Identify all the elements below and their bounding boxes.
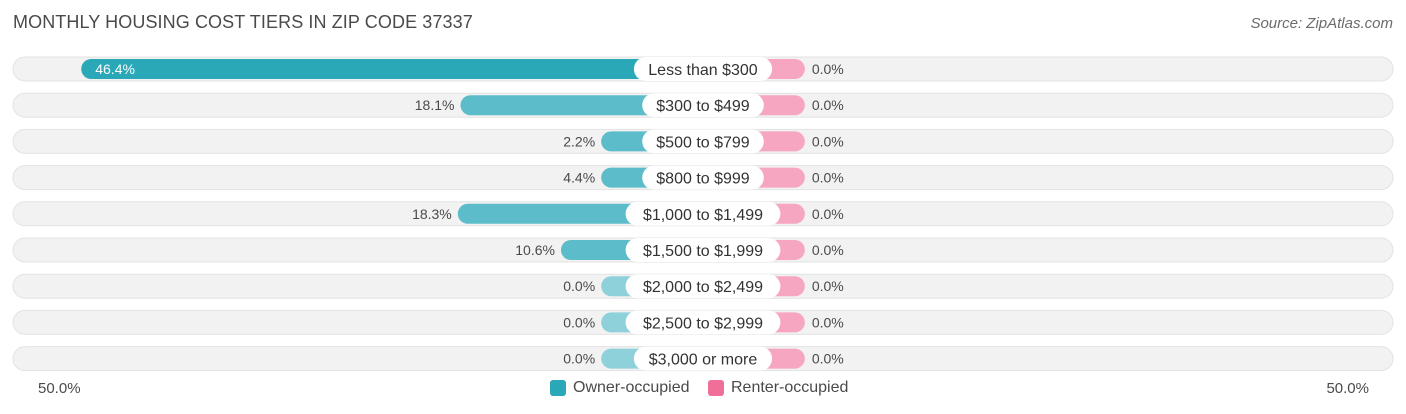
- owner-value-label: 10.6%: [515, 242, 555, 258]
- category-label: $300 to $499: [656, 98, 750, 115]
- legend-owner[interactable]: Owner-occupied: [550, 379, 690, 397]
- legend-owner-label: Owner-occupied: [573, 379, 690, 396]
- renter-value-label: 0.0%: [812, 170, 844, 186]
- axis-left-label: 50.0%: [38, 380, 81, 397]
- owner-value-label: 18.1%: [415, 97, 455, 113]
- owner-value-label: 0.0%: [563, 351, 595, 367]
- owner-value-label: 2.2%: [563, 133, 595, 149]
- category-label: $1,500 to $1,999: [643, 243, 763, 260]
- owner-value-label: 18.3%: [412, 206, 452, 222]
- legend-renter-label: Renter-occupied: [731, 379, 849, 396]
- legend-renter[interactable]: Renter-occupied: [708, 379, 848, 397]
- category-pill: [625, 274, 781, 299]
- owner-bar: [81, 59, 704, 79]
- category-pill: [625, 201, 781, 226]
- axis-right-label: 50.0%: [1326, 380, 1369, 397]
- owner-value-label: 4.4%: [563, 170, 595, 186]
- renter-value-label: 0.0%: [812, 206, 844, 222]
- category-label: $2,000 to $2,499: [643, 279, 763, 296]
- renter-value-label: 0.0%: [812, 314, 844, 330]
- renter-value-label: 0.0%: [812, 351, 844, 367]
- legend-owner-swatch: [550, 380, 566, 396]
- renter-value-label: 0.0%: [812, 278, 844, 294]
- owner-value-label: 0.0%: [563, 314, 595, 330]
- category-pill: [642, 93, 764, 118]
- owner-value-label: 0.0%: [563, 278, 595, 294]
- category-pill: [625, 238, 781, 262]
- category-label: $800 to $999: [656, 171, 750, 188]
- renter-value-label: 0.0%: [812, 133, 844, 149]
- legend: Owner-occupied Renter-occupied: [0, 379, 1406, 401]
- renter-value-label: 0.0%: [812, 97, 844, 113]
- category-pill: [625, 310, 781, 335]
- chart-title: MONTHLY HOUSING COST TIERS IN ZIP CODE 3…: [13, 12, 473, 32]
- category-label: Less than $300: [648, 62, 758, 79]
- category-pill: [633, 346, 773, 371]
- renter-value-label: 0.0%: [812, 242, 844, 258]
- category-label: $2,500 to $2,999: [643, 315, 763, 332]
- category-label: $3,000 or more: [649, 352, 758, 369]
- category-pill: [633, 57, 773, 81]
- source-note: Source: ZipAtlas.com: [1250, 15, 1393, 32]
- category-label: $1,000 to $1,499: [643, 207, 763, 224]
- owner-bar: [460, 95, 703, 116]
- category-pill: [642, 165, 764, 190]
- owner-value-label: 46.4%: [95, 61, 135, 77]
- legend-renter-swatch: [708, 380, 724, 396]
- renter-value-label: 0.0%: [812, 61, 844, 77]
- category-label: $500 to $799: [656, 134, 750, 151]
- category-pill: [642, 129, 764, 154]
